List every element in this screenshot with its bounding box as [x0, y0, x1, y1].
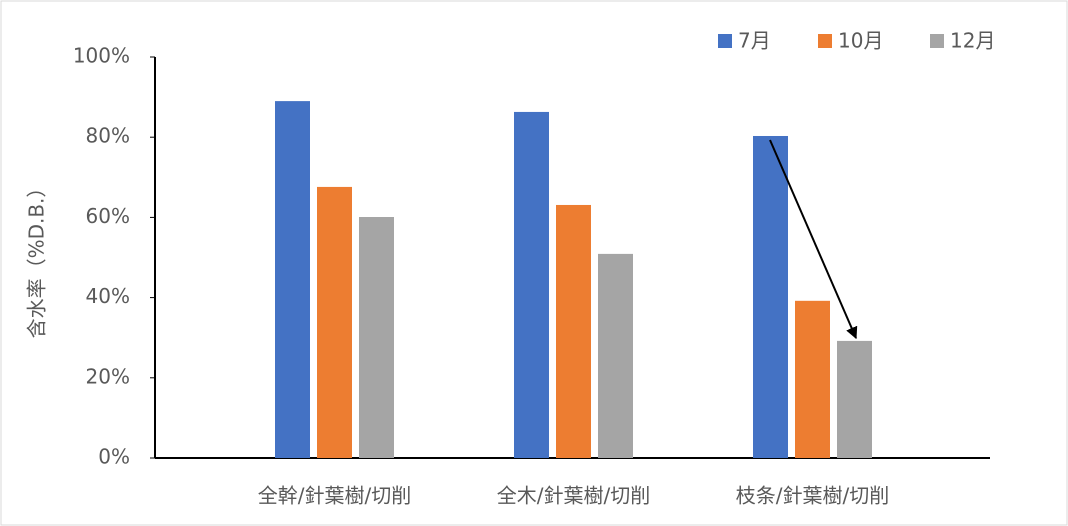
y-axis-label: 含水率（%D.B.） [25, 178, 49, 339]
legend-label: 7月 [738, 29, 771, 53]
x-tick-label: 全木/針葉樹/切削 [497, 484, 650, 508]
x-tick-label: 全幹/針葉樹/切削 [258, 484, 411, 508]
y-tick-label: 40% [86, 284, 130, 308]
y-tick-label: 100% [73, 44, 130, 68]
bar [598, 253, 633, 458]
legend-label: 10月 [838, 29, 883, 53]
bar [359, 216, 394, 458]
annotation-arrow [769, 139, 858, 340]
y-tick-label: 20% [86, 364, 130, 388]
y-tick-label: 0% [98, 445, 130, 469]
legend-swatch [930, 34, 944, 48]
legend-swatch [718, 34, 732, 48]
bar [514, 111, 549, 458]
bar [556, 204, 591, 458]
bar [753, 135, 788, 458]
bar [275, 101, 310, 459]
y-tick-label: 60% [86, 204, 130, 228]
bar [837, 340, 872, 458]
y-tick-label: 80% [86, 124, 130, 148]
x-tick-label: 枝条/針葉樹/切削 [736, 484, 889, 508]
legend-swatch [818, 34, 832, 48]
bar [795, 300, 830, 458]
bar [317, 186, 352, 458]
legend-label: 12月 [950, 29, 995, 53]
